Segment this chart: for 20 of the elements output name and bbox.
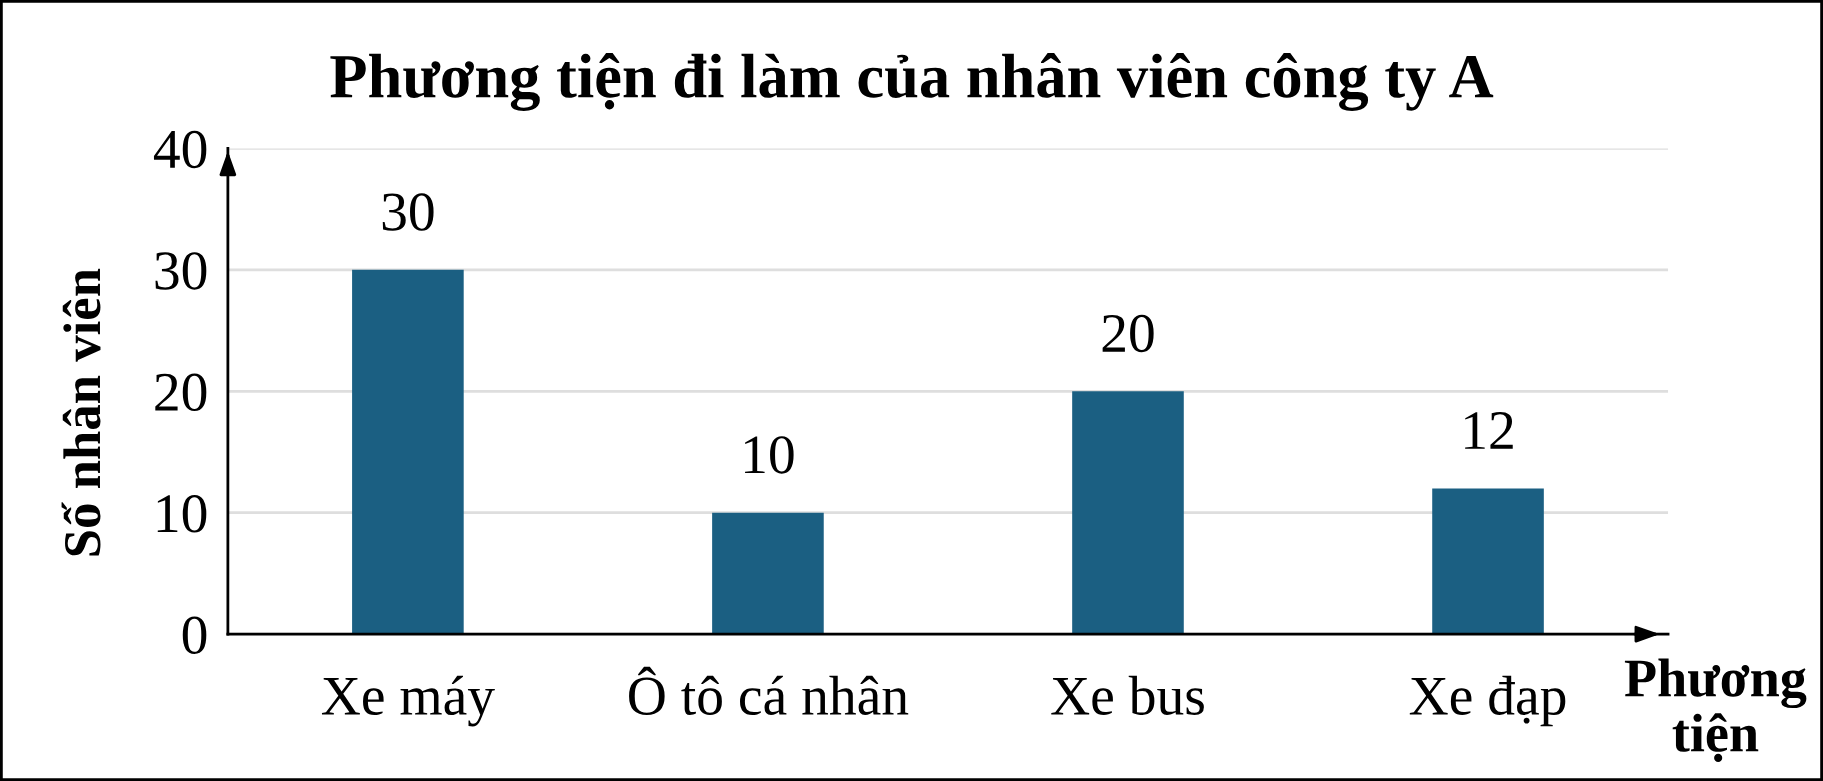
x-tick-label: Xe máy: [321, 675, 495, 727]
data-label: 10: [745, 436, 794, 474]
x-tick-label: Ô tô cá nhân: [629, 666, 909, 715]
data-label: 20: [1102, 314, 1154, 353]
x-tick-label: Xe đạp: [1409, 675, 1566, 727]
data-label: 30: [382, 193, 434, 231]
x-tick-label: Xe bus: [1051, 675, 1204, 715]
y-tick-label: 0: [182, 616, 207, 654]
chart-title: Phương tiện đi làm của nhân viên công ty A: [330, 53, 1494, 111]
y-tick-label: 40: [153, 130, 207, 169]
y-tick-label: 10: [157, 495, 207, 533]
bar: [1072, 391, 1184, 635]
x-axis-title: Phương tiện: [1624, 658, 1807, 762]
y-tick-label: 30: [155, 252, 207, 290]
bar: [712, 512, 824, 635]
data-label: 12: [1465, 412, 1513, 449]
y-axis-title: Số nhân viên: [61, 268, 101, 556]
bar: [352, 269, 464, 635]
y-tick-label: 20: [155, 373, 207, 412]
bar: [1432, 488, 1544, 635]
